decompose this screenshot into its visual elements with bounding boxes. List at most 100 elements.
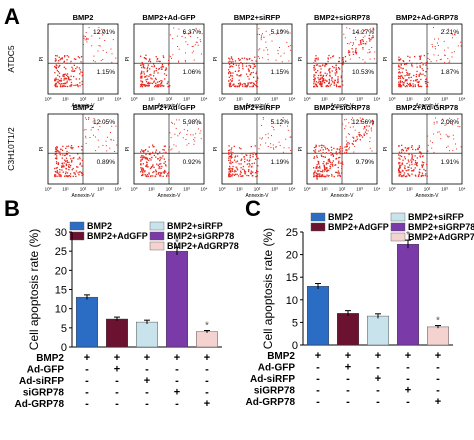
flow-x-tick: 10⁰ [389, 97, 396, 102]
flow-x-tick: 10⁴ [201, 187, 208, 192]
panel-label-b: B [4, 196, 20, 221]
flow-plot-title: BMP2+siRFP [234, 103, 280, 112]
flow-x-tick: 10² [166, 97, 173, 102]
flow-x-tick: 10³ [97, 187, 104, 192]
significance-marker: * [175, 237, 179, 248]
quadrant-upper-right-value: 14.27% [352, 29, 374, 36]
treatment-row-label: Ad-GRP78 [15, 399, 65, 410]
treatment-mark: + [144, 352, 150, 364]
treatment-mark: - [115, 375, 119, 387]
y-tick-label: 20 [55, 265, 67, 277]
flow-x-tick: 10² [424, 97, 431, 102]
flow-x-tick: 10² [339, 187, 346, 192]
bar [135, 321, 158, 348]
flow-x-label: Annexin-V [245, 103, 269, 109]
flow-x-tick: 10¹ [406, 97, 413, 102]
flow-x-tick: 10¹ [148, 187, 155, 192]
legend-swatch [149, 231, 165, 241]
treatment-row-label: siGRP78 [254, 386, 296, 397]
y-tick-label: 15 [286, 272, 298, 284]
flow-x-tick: 10² [254, 187, 261, 192]
significance-marker: * [205, 321, 209, 332]
treatment-row-label: BMP2 [36, 353, 64, 364]
treatment-mark: - [346, 373, 350, 385]
bar [367, 315, 390, 346]
flow-x-tick: 10² [80, 97, 87, 102]
bar [337, 313, 360, 346]
treatment-mark: - [145, 364, 149, 376]
treatment-mark: + [405, 385, 411, 397]
y-tick-label: 25 [286, 227, 298, 239]
flow-plot-title: BMP2+Ad-GRP78 [396, 13, 458, 22]
flow-y-label: PI [383, 147, 389, 152]
treatment-mark: - [376, 396, 380, 408]
quadrant-upper-right-value: 5.19% [271, 29, 290, 36]
flow-dots [140, 27, 203, 88]
flow-x-tick: 10¹ [148, 97, 155, 102]
flow-x-tick: 10¹ [236, 97, 243, 102]
quadrant-lower-right-value: 1.91% [441, 159, 460, 166]
treatment-mark: - [346, 396, 350, 408]
legend-swatch [149, 221, 165, 231]
flow-x-label: Annexin-V [71, 103, 95, 109]
flow-dots [398, 117, 462, 178]
flow-x-tick: 10⁰ [45, 187, 52, 192]
quadrant-lower-right-value: 9.79% [356, 159, 375, 166]
legend-label: BMP2+siRFP [408, 212, 464, 222]
treatment-mark: + [114, 364, 120, 376]
flow-dots [313, 117, 375, 180]
legend-label: BMP2+siRFP [167, 221, 223, 231]
quadrant-lower-right-value: 1.06% [183, 69, 202, 76]
legend-swatch [69, 221, 85, 231]
flow-plot: BMP2+Ad-GFP 6.37% 1.06% PI Annexin-V 10⁰ 10¹ 10… [125, 13, 208, 109]
treatment-mark: - [205, 375, 209, 387]
y-tick-label: 30 [55, 227, 67, 239]
legend-label: BMP2+AdGRP78 [408, 232, 474, 242]
treatment-mark: - [85, 398, 89, 410]
legend-label: BMP2 [328, 212, 353, 222]
flow-x-tick: 10³ [356, 97, 363, 102]
treatment-row-label: Ad-siRFP [19, 376, 64, 387]
bar [105, 318, 128, 348]
flow-plot-title: BMP2 [73, 103, 94, 112]
legend-label: BMP2 [87, 221, 112, 231]
quadrant-lower-right-value: 1.87% [441, 69, 460, 76]
treatment-mark: + [375, 350, 381, 362]
flow-plot: BMP2 12.05% 0.89% PI Annexin-V 10⁰ 10¹ 10² 10³ 10… [39, 103, 122, 199]
treatment-mark: - [316, 362, 320, 374]
flow-y-label: PI [213, 147, 219, 152]
flow-x-tick: 10¹ [321, 187, 328, 192]
significance-marker: * [406, 230, 410, 241]
treatment-mark: + [204, 352, 210, 364]
flow-x-tick: 10⁴ [289, 97, 296, 102]
flow-x-label: Annexin-V [330, 103, 354, 109]
treatment-mark: - [85, 375, 89, 387]
treatment-mark: + [84, 352, 90, 364]
quadrant-lower-right-value: 1.15% [97, 69, 116, 76]
flow-x-tick: 10⁴ [459, 187, 466, 192]
flow-plot: BMP2+Ad-GRP78 2.08% 1.91% PI Annexin-V 10⁰ 10¹… [383, 103, 466, 199]
treatment-mark: + [204, 398, 210, 410]
flow-plot-title: BMP2+siGRP78 [314, 103, 370, 112]
quadrant-lower-right-value: 1.15% [271, 69, 290, 76]
treatment-mark: + [345, 350, 351, 362]
treatment-mark: - [406, 373, 410, 385]
flow-row-label: C3H10T1/2 [6, 127, 16, 171]
y-tick-label: 0 [61, 342, 67, 354]
treatment-mark: + [144, 375, 150, 387]
flow-y-label: PI [125, 57, 131, 62]
flow-plot: BMP2+Ad-GFP 5.98% 0.92% PI Annexin-V 10⁰ 10¹ 10… [125, 103, 208, 199]
flow-x-tick: 10⁴ [201, 97, 208, 102]
treatment-mark: - [316, 396, 320, 408]
flow-x-tick: 10⁰ [389, 187, 396, 192]
treatment-mark: + [405, 350, 411, 362]
treatment-mark: - [406, 362, 410, 374]
flow-x-label: Annexin-V [415, 193, 439, 199]
treatment-mark: - [316, 373, 320, 385]
flow-x-tick: 10⁰ [304, 97, 311, 102]
treatment-mark: - [85, 387, 89, 399]
flow-x-tick: 10⁴ [289, 187, 296, 192]
flow-plot: BMP2+Ad-GRP78 2.21% 1.87% PI Annexin-V 10⁰ 10¹… [383, 13, 466, 109]
treatment-mark: - [406, 396, 410, 408]
